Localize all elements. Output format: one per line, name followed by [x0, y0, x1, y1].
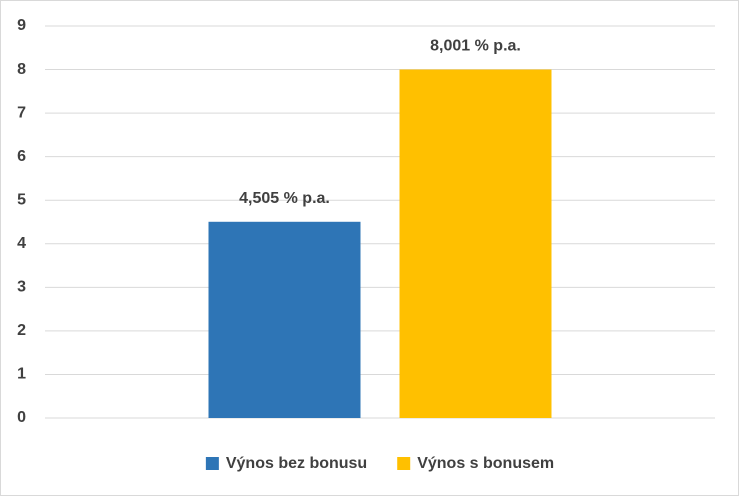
y-tick-label: 4 [17, 235, 26, 252]
data-label: 4,505 % p.a. [239, 190, 330, 207]
legend-swatch [205, 457, 219, 470]
y-tick-label: 5 [17, 191, 26, 208]
bar [399, 69, 552, 419]
bar [208, 221, 361, 418]
y-tick-label: 7 [17, 104, 26, 121]
data-label: 8,001 % p.a. [430, 38, 521, 55]
y-tick-label: 6 [17, 148, 26, 165]
y-tick-label: 1 [17, 366, 26, 383]
y-tick-label: 2 [17, 322, 26, 339]
y-tick-label: 0 [17, 409, 26, 426]
y-tick-label: 9 [17, 17, 26, 34]
legend-label: Výnos bez bonusu [226, 455, 367, 472]
legend-label: Výnos s bonusem [417, 455, 554, 472]
legend-swatch [397, 457, 411, 470]
y-tick-label: 8 [17, 61, 26, 78]
y-tick-label: 3 [17, 279, 26, 296]
